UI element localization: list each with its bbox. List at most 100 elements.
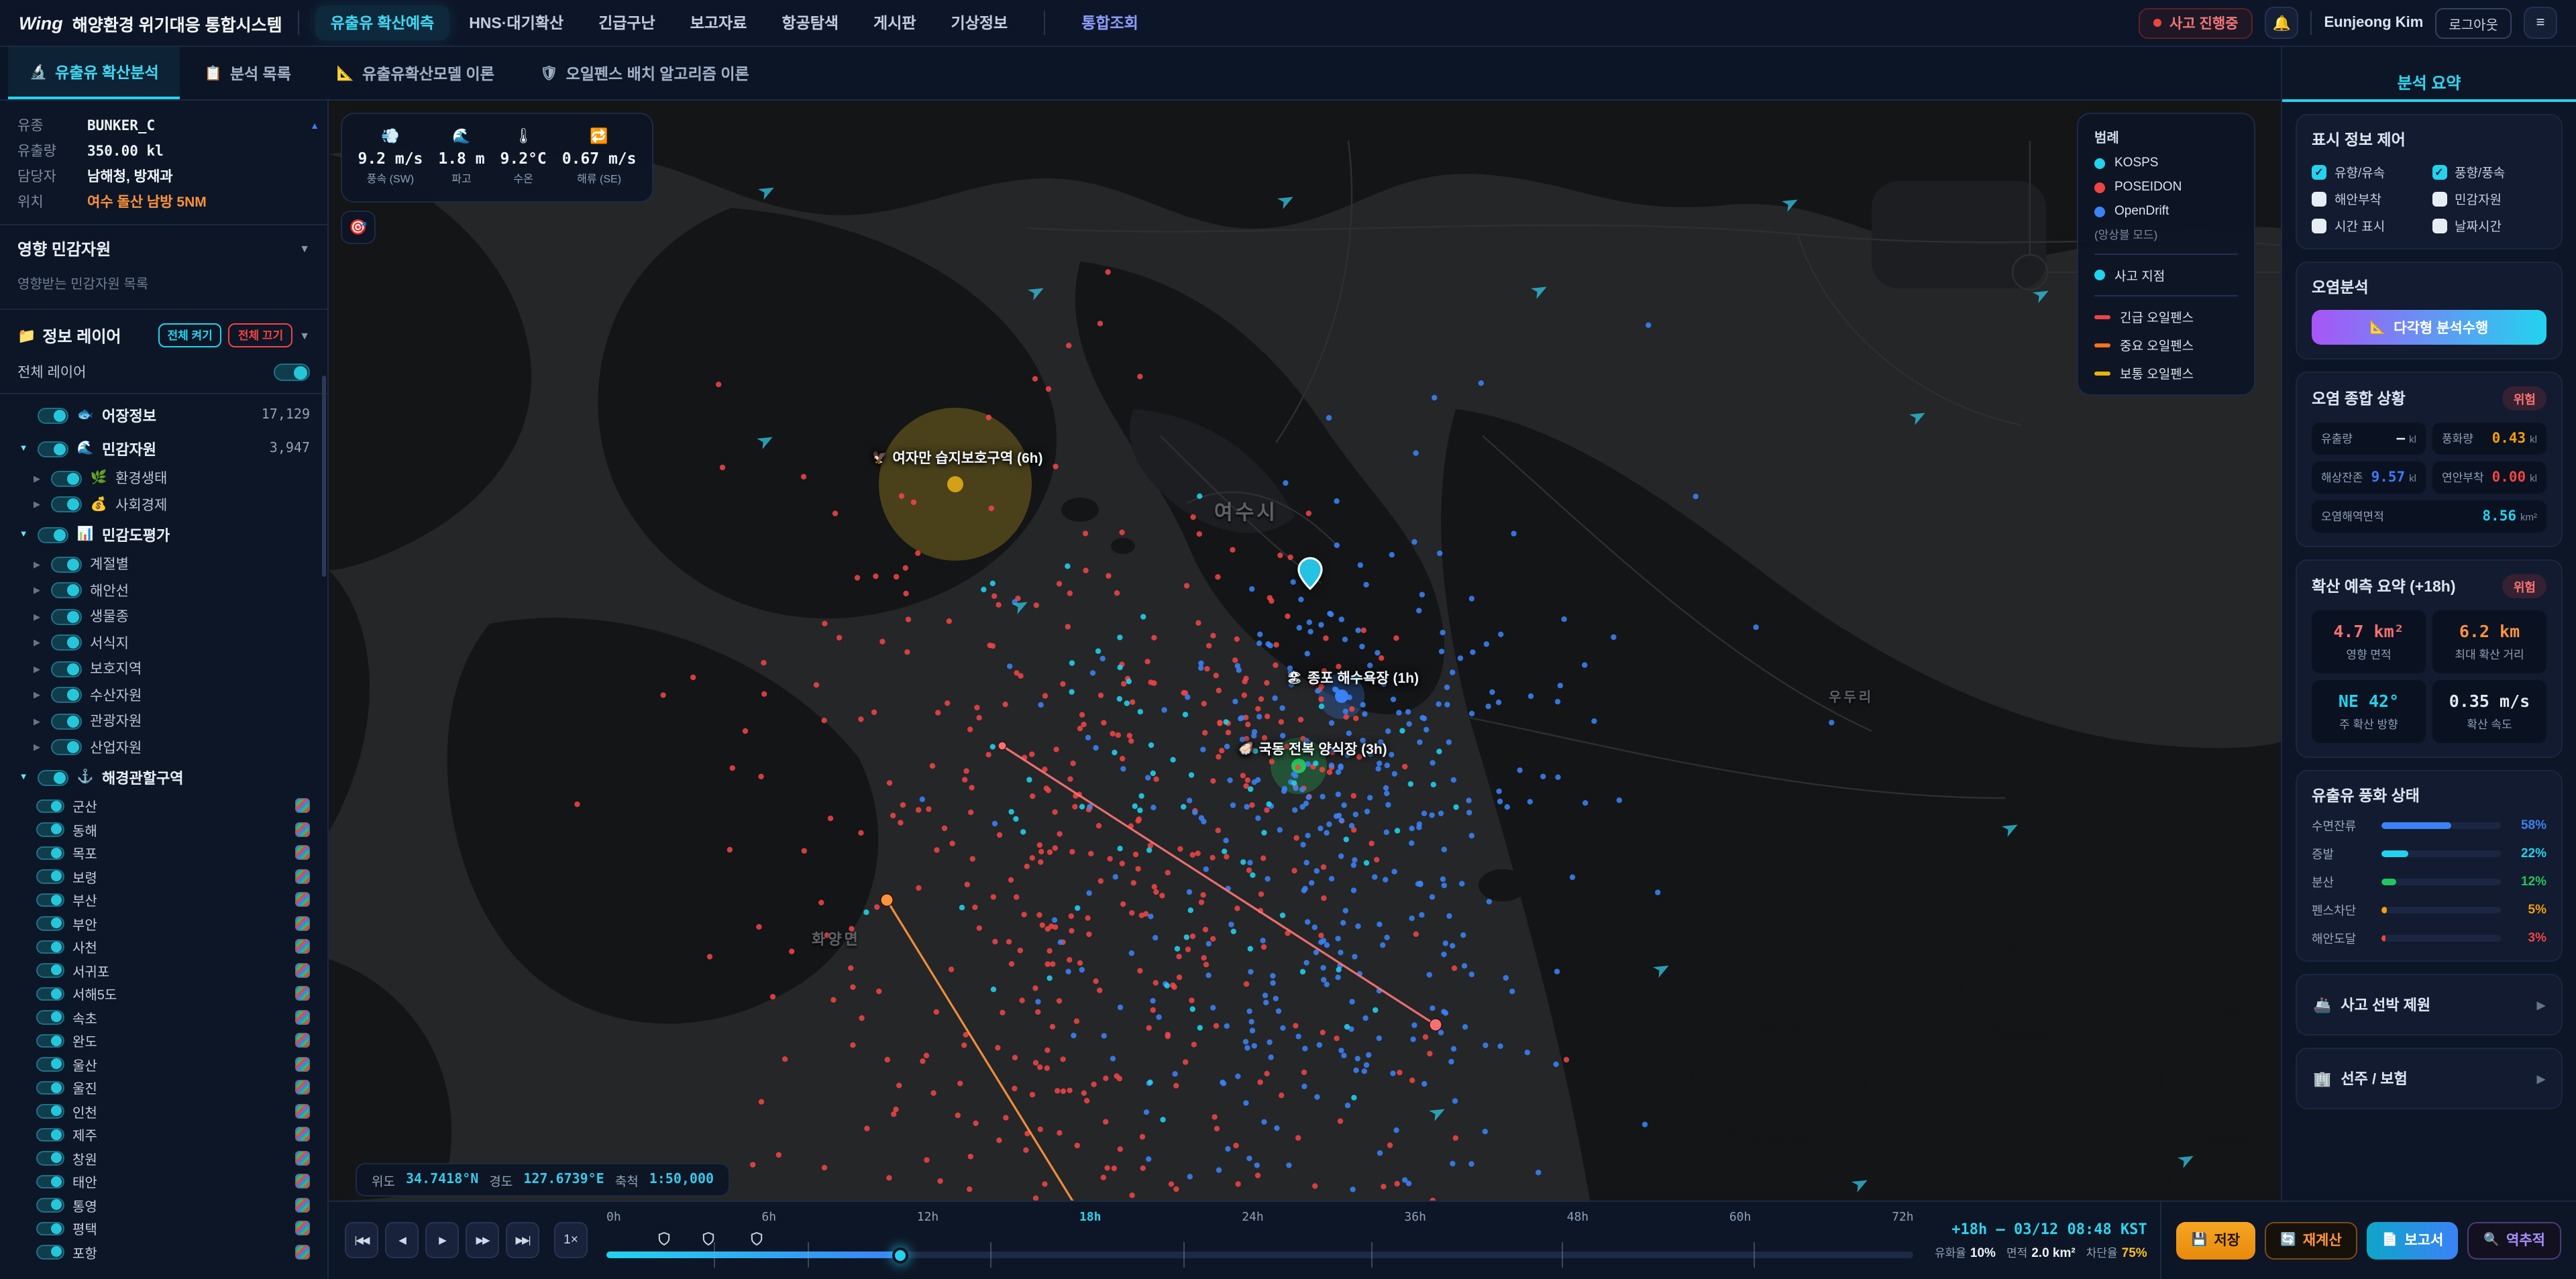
region-toggle[interactable]: [36, 822, 64, 836]
region-style-icon[interactable]: [295, 1221, 310, 1236]
region-row-10[interactable]: 완도: [0, 1029, 327, 1052]
region-toggle[interactable]: [36, 1245, 64, 1259]
region-toggle[interactable]: [36, 1057, 64, 1071]
nav-item-7[interactable]: 통합조회: [1081, 16, 1138, 32]
region-toggle[interactable]: [36, 987, 64, 1001]
layer-toggle[interactable]: [51, 634, 82, 651]
layer-toggle[interactable]: [51, 556, 82, 573]
backtrack-button[interactable]: 🔍 역추적: [2467, 1221, 2561, 1260]
scroll-up-icon[interactable]: ▲: [310, 122, 319, 131]
sidebar-scrollbar[interactable]: [322, 376, 326, 577]
layer-toggle[interactable]: [38, 407, 68, 423]
tab-2[interactable]: 📐 유출유확산모델 이론: [315, 47, 516, 99]
collapsed-card-0[interactable]: 🚢 사고 선박 제원 ▶: [2296, 974, 2563, 1036]
region-toggle[interactable]: [36, 963, 64, 977]
timeline-handle[interactable]: [892, 1247, 909, 1263]
region-toggle[interactable]: [36, 1151, 64, 1165]
region-toggle[interactable]: [36, 1010, 64, 1024]
display-option-3[interactable]: 민감자원: [2432, 189, 2546, 208]
region-style-icon[interactable]: [295, 822, 310, 837]
layer-toggle[interactable]: [51, 713, 82, 730]
region-row-17[interactable]: 통영: [0, 1193, 327, 1217]
layer-toggle[interactable]: [51, 687, 82, 704]
region-style-icon[interactable]: [295, 1080, 310, 1095]
time-label-0h[interactable]: 0h: [606, 1211, 621, 1225]
logout-button[interactable]: 로그아웃: [2435, 7, 2512, 38]
region-style-icon[interactable]: [295, 1174, 310, 1189]
region-row-2[interactable]: 목포: [0, 841, 327, 865]
display-option-1[interactable]: ✓ 풍향/풍속: [2432, 162, 2546, 181]
checkbox[interactable]: [2432, 218, 2447, 233]
region-row-11[interactable]: 울산: [0, 1052, 327, 1076]
layer-row-2[interactable]: ▶ 🌿 환경생태: [0, 465, 327, 492]
checkbox[interactable]: [2312, 191, 2326, 206]
region-toggle[interactable]: [36, 846, 64, 860]
time-label-36h[interactable]: 36h: [1404, 1211, 1426, 1225]
layer-row-9[interactable]: ▶ 보호지역: [0, 656, 327, 682]
region-toggle[interactable]: [36, 869, 64, 883]
layer-row-12[interactable]: ▶ 산업자원: [0, 734, 327, 761]
region-style-icon[interactable]: [295, 892, 310, 907]
region-row-6[interactable]: 사천: [0, 935, 327, 958]
layer-row-8[interactable]: ▶ 서식지: [0, 630, 327, 656]
region-toggle[interactable]: [36, 940, 64, 954]
region-style-icon[interactable]: [295, 986, 310, 1001]
layer-row-7[interactable]: ▶ 생물종: [0, 604, 327, 630]
all-layers-on-button[interactable]: 전체 켜기: [158, 323, 222, 347]
nav-item-0[interactable]: 유출유 확산예측: [315, 5, 449, 40]
region-style-icon[interactable]: [295, 798, 310, 814]
notification-bell-icon[interactable]: 🔔: [2265, 7, 2299, 39]
skip-end-button[interactable]: ▶▶|: [506, 1222, 539, 1259]
collapse-icon[interactable]: ▼: [19, 530, 28, 539]
nav-item-2[interactable]: 긴급구난: [598, 16, 655, 32]
recalculate-button[interactable]: 🔄 재계산: [2264, 1221, 2358, 1260]
expand-icon[interactable]: ▶: [34, 691, 40, 701]
time-label-72h[interactable]: 72h: [1892, 1211, 1914, 1225]
target-tool-button[interactable]: 🎯: [341, 211, 376, 244]
region-style-icon[interactable]: [295, 1056, 310, 1072]
region-style-icon[interactable]: [295, 962, 310, 978]
hamburger-menu-icon[interactable]: ≡: [2524, 7, 2557, 39]
region-style-icon[interactable]: [295, 939, 310, 954]
region-toggle[interactable]: [36, 799, 64, 813]
map-canvas[interactable]: 여수시 화양면 우두리 🦅 여자만 습지보호구역 (6h) 🏖 종포 해수욕장 (1h) 🦪 국…: [329, 101, 2281, 1201]
checkbox[interactable]: ✓: [2312, 164, 2326, 179]
region-style-icon[interactable]: [295, 1009, 310, 1025]
expand-icon[interactable]: ▶: [34, 717, 40, 727]
region-row-13[interactable]: 인천: [0, 1099, 327, 1123]
layer-toggle[interactable]: [51, 496, 82, 513]
impact-section-header[interactable]: 영향 민감자원 ▼: [0, 224, 327, 270]
layer-toggle[interactable]: [51, 608, 82, 625]
region-style-icon[interactable]: [295, 915, 310, 931]
expand-icon[interactable]: ▶: [34, 612, 40, 622]
region-row-1[interactable]: 동해: [0, 818, 327, 841]
region-style-icon[interactable]: [295, 1103, 310, 1119]
time-label-6h[interactable]: 6h: [761, 1211, 777, 1225]
time-label-60h[interactable]: 60h: [1729, 1211, 1752, 1225]
speed-button[interactable]: 1×: [554, 1222, 588, 1259]
region-style-icon[interactable]: [295, 869, 310, 884]
region-row-12[interactable]: 울진: [0, 1076, 327, 1099]
expand-icon[interactable]: ▶: [34, 560, 40, 570]
region-row-16[interactable]: 태안: [0, 1170, 327, 1193]
nav-item-3[interactable]: 보고자료: [690, 16, 747, 32]
layer-row-5[interactable]: ▶ 계절별: [0, 551, 327, 577]
layer-toggle[interactable]: [51, 582, 82, 599]
layer-toggle[interactable]: [51, 470, 82, 487]
all-layers-off-button[interactable]: 전체 끄기: [228, 323, 293, 347]
checkbox[interactable]: ✓: [2432, 164, 2447, 179]
region-row-7[interactable]: 서귀포: [0, 958, 327, 982]
layer-row-1[interactable]: ▼ 🌊 민감자원 3,947: [0, 432, 327, 465]
incident-location-pin[interactable]: [1297, 557, 1323, 597]
region-row-14[interactable]: 제주: [0, 1123, 327, 1146]
time-label-18h[interactable]: 18h: [1079, 1211, 1102, 1225]
region-toggle[interactable]: [36, 893, 64, 907]
tab-0[interactable]: 🔬 유출유 확산분석: [8, 47, 180, 99]
layer-row-4[interactable]: ▼ 📊 민감도평가: [0, 518, 327, 551]
layer-toggle[interactable]: [38, 769, 68, 785]
expand-icon[interactable]: ▶: [34, 638, 40, 649]
region-toggle[interactable]: [36, 1174, 64, 1188]
region-row-0[interactable]: 군산: [0, 794, 327, 818]
display-option-5[interactable]: 날짜시간: [2432, 216, 2546, 235]
region-style-icon[interactable]: [295, 1197, 310, 1213]
